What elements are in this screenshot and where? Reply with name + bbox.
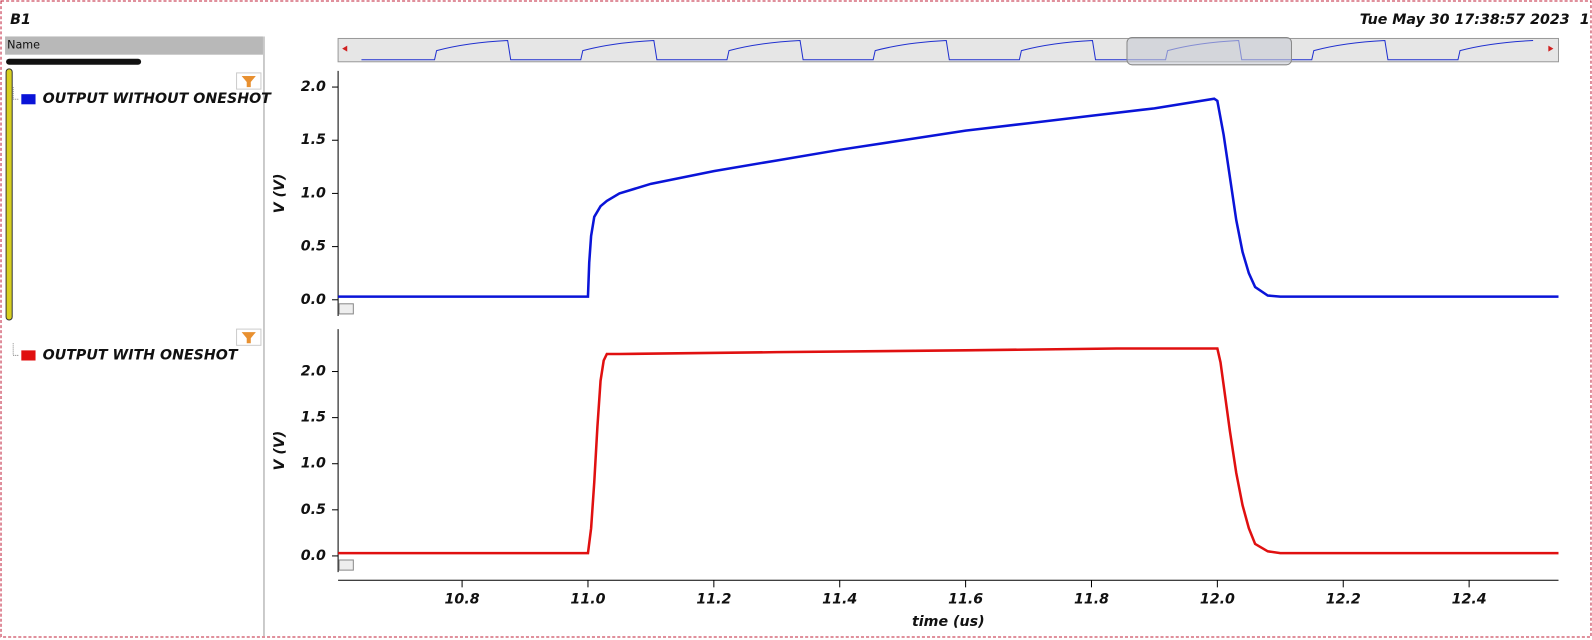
legend-swatch [21, 94, 36, 105]
trace [338, 347, 1559, 555]
scrollbar[interactable] [6, 58, 142, 65]
y-tick-label: 0.5 [301, 239, 326, 255]
tree-connector [12, 87, 20, 100]
overview-trace [361, 39, 1534, 61]
tree-connector [12, 343, 20, 356]
group-bar [5, 68, 13, 321]
y-tick-label: 0.0 [301, 548, 326, 564]
y-axis-label: V (V) [272, 431, 288, 471]
x-tick-label: 11.4 [822, 592, 857, 608]
panel-header-text: Name [7, 39, 40, 52]
y-tick-label: 1.0 [301, 185, 326, 201]
y-tick-label: 0.0 [301, 292, 326, 308]
overview-window[interactable] [1126, 36, 1292, 66]
y-tick-label: 1.5 [301, 410, 326, 426]
x-axis-label: time (us) [912, 614, 985, 630]
panel-header [5, 36, 263, 55]
x-tick-label: 11.2 [696, 592, 731, 608]
trace [338, 97, 1559, 298]
x-tick-label: 11.8 [1074, 592, 1109, 608]
x-tick-label: 12.2 [1326, 592, 1361, 608]
legend-label: OUTPUT WITHOUT ONESHOT [43, 91, 273, 107]
legend-swatch [21, 350, 36, 361]
y-tick-label: 2.0 [301, 79, 326, 95]
x-tick-label: 12.4 [1452, 592, 1487, 608]
expand-button[interactable] [338, 559, 354, 571]
expand-button[interactable] [338, 303, 354, 315]
y-tick-label: 1.0 [301, 456, 326, 472]
y-tick-label: 2.0 [301, 364, 326, 380]
x-tick-label: 12.0 [1200, 592, 1235, 608]
y-axis-label: V (V) [272, 174, 288, 214]
x-tick-label: 10.8 [445, 592, 480, 608]
filter-icon [241, 332, 256, 344]
timestamp: Tue May 30 17:38:57 2023 [1360, 12, 1570, 28]
y-tick-label: 0.5 [301, 502, 326, 518]
window-title: B1 [10, 12, 31, 28]
x-tick-label: 11.6 [948, 592, 983, 608]
filter-icon [241, 75, 256, 88]
x-tick-label: 11.0 [570, 592, 605, 608]
timestamp-cut: 1 [1580, 12, 1590, 28]
y-tick-label: 1.5 [301, 132, 326, 148]
legend-label: OUTPUT WITH ONESHOT [43, 347, 239, 363]
